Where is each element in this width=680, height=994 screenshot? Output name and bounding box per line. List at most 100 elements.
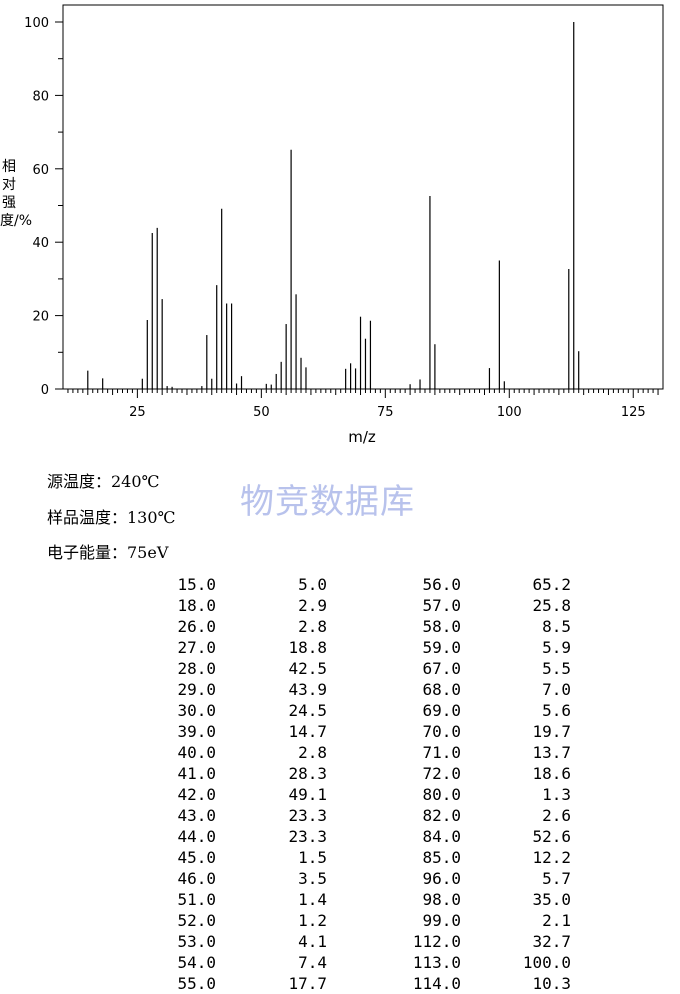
intensity-value: 18.8 (288, 638, 327, 657)
peak-table-row: 42.0 49.1 80.0 1.3 (0, 784, 680, 805)
mz-value: 84.0 (422, 827, 461, 846)
intensity-value: 17.7 (288, 974, 327, 993)
intensity-value: 7.0 (542, 680, 571, 699)
peak-table-row: 51.0 1.4 98.0 35.0 (0, 889, 680, 910)
mz-value: 70.0 (422, 722, 461, 741)
intensity-value: 1.5 (298, 848, 327, 867)
peak-table-row: 52.0 1.2 99.0 2.1 (0, 910, 680, 931)
intensity-value: 18.6 (532, 764, 571, 783)
intensity-value: 5.5 (542, 659, 571, 678)
peak-table-row: 44.0 23.3 84.0 52.6 (0, 826, 680, 847)
intensity-value: 19.7 (532, 722, 571, 741)
mz-value: 29.0 (177, 680, 216, 699)
mz-value: 57.0 (422, 596, 461, 615)
x-tick-label: 50 (253, 405, 270, 420)
intensity-value: 1.3 (542, 785, 571, 804)
peak-table-row: 54.0 7.4 113.0 100.0 (0, 952, 680, 973)
y-tick-label: 80 (32, 89, 49, 104)
mz-value: 41.0 (177, 764, 216, 783)
plot-frame (62, 4, 664, 390)
intensity-value: 2.9 (298, 596, 327, 615)
x-tick-label: 25 (129, 405, 146, 420)
intensity-value: 23.3 (288, 827, 327, 846)
intensity-value: 2.8 (298, 617, 327, 636)
mz-value: 18.0 (177, 596, 216, 615)
mz-value: 69.0 (422, 701, 461, 720)
mz-value: 40.0 (177, 743, 216, 762)
y-ticks-group: 0 20 40 60 80 100 (24, 16, 63, 398)
intensity-value: 52.6 (532, 827, 571, 846)
y-tick-label: 60 (32, 163, 49, 178)
intensity-value: 100.0 (522, 953, 571, 972)
intensity-value: 10.3 (532, 974, 571, 993)
peak-table-row: 30.0 24.5 69.0 5.6 (0, 700, 680, 721)
mz-value: 96.0 (422, 869, 461, 888)
mz-value: 67.0 (422, 659, 461, 678)
mz-value: 71.0 (422, 743, 461, 762)
y-tick-label: 100 (24, 16, 49, 31)
x-tick-label: 100 (497, 405, 522, 420)
source-temperature: 源温度：240℃ (47, 472, 160, 491)
intensity-value: 43.9 (288, 680, 327, 699)
mz-value: 39.0 (177, 722, 216, 741)
peak-table-row: 55.0 17.7 114.0 10.3 (0, 973, 680, 994)
intensity-value: 13.7 (532, 743, 571, 762)
mz-value: 56.0 (422, 575, 461, 594)
mz-value: 30.0 (177, 701, 216, 720)
mz-value: 46.0 (177, 869, 216, 888)
intensity-value: 7.4 (298, 953, 327, 972)
intensity-value: 14.7 (288, 722, 327, 741)
peak-table-row: 46.0 3.5 96.0 5.7 (0, 868, 680, 889)
mz-value: 59.0 (422, 638, 461, 657)
intensity-value: 5.6 (542, 701, 571, 720)
peak-table-row: 29.0 43.9 68.0 7.0 (0, 679, 680, 700)
intensity-value: 2.6 (542, 806, 571, 825)
mz-value: 99.0 (422, 911, 461, 930)
intensity-value: 24.5 (288, 701, 327, 720)
mz-value: 82.0 (422, 806, 461, 825)
intensity-value: 8.5 (542, 617, 571, 636)
mz-value: 26.0 (177, 617, 216, 636)
intensity-value: 25.8 (532, 596, 571, 615)
mz-value: 28.0 (177, 659, 216, 678)
intensity-value: 12.2 (532, 848, 571, 867)
mz-value: 113.0 (412, 953, 461, 972)
y-tick-label: 40 (32, 236, 49, 251)
bars-group (87, 22, 580, 389)
intensity-value: 42.5 (288, 659, 327, 678)
peak-table-row: 53.0 4.1 112.0 32.7 (0, 931, 680, 952)
x-axis-title: m/z (348, 428, 376, 446)
mz-value: 55.0 (177, 974, 216, 993)
intensity-value: 5.9 (542, 638, 571, 657)
mz-value: 58.0 (422, 617, 461, 636)
mz-value: 45.0 (177, 848, 216, 867)
intensity-value: 35.0 (532, 890, 571, 909)
peak-table-row: 40.0 2.8 71.0 13.7 (0, 742, 680, 763)
intensity-value: 5.0 (298, 575, 327, 594)
y-tick-label: 20 (32, 310, 49, 325)
x-tick-label: 75 (377, 405, 394, 420)
mass-spectrum-chart: 25 50 75 100 125 0 20 40 60 80 100 m/z (24, 4, 664, 446)
mz-value: 43.0 (177, 806, 216, 825)
peak-table-row: 45.0 1.5 85.0 12.2 (0, 847, 680, 868)
peak-table-row: 41.0 28.3 72.0 18.6 (0, 763, 680, 784)
mz-value: 112.0 (412, 932, 461, 951)
peak-table-row: 26.0 2.8 58.0 8.5 (0, 616, 680, 637)
intensity-value: 65.2 (532, 575, 571, 594)
mz-value: 53.0 (177, 932, 216, 951)
intensity-value: 1.4 (298, 890, 327, 909)
intensity-value: 28.3 (288, 764, 327, 783)
electron-energy: 电子能量：75eV (47, 543, 169, 562)
mz-value: 42.0 (177, 785, 216, 804)
peak-table-row: 27.0 18.8 59.0 5.9 (0, 637, 680, 658)
sample-temperature: 样品温度：130℃ (47, 508, 176, 527)
intensity-value: 5.7 (542, 869, 571, 888)
intensity-value: 3.5 (298, 869, 327, 888)
intensity-value: 32.7 (532, 932, 571, 951)
mz-value: 85.0 (422, 848, 461, 867)
peak-table-row: 15.0 5.0 56.0 65.2 (0, 574, 680, 595)
mz-value: 98.0 (422, 890, 461, 909)
intensity-value: 49.1 (288, 785, 327, 804)
mz-value: 44.0 (177, 827, 216, 846)
intensity-value: 4.1 (298, 932, 327, 951)
